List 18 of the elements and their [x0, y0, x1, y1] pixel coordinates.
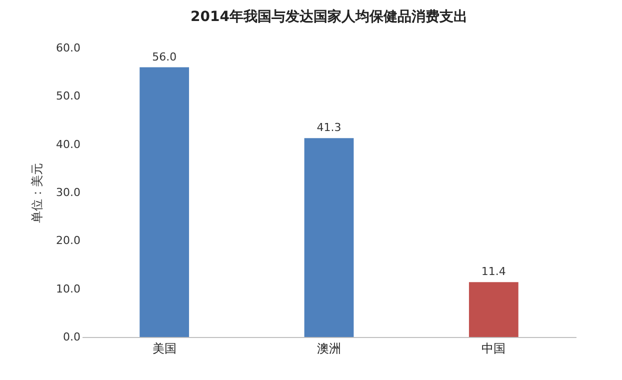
- y-tick-label: 10.0: [56, 282, 80, 296]
- y-tick-label: 30.0: [56, 186, 80, 199]
- bar: [140, 67, 190, 337]
- x-tick-label: 澳洲: [317, 342, 341, 356]
- y-tick-label: 0.0: [63, 330, 80, 344]
- x-tick-label: 美国: [152, 342, 176, 356]
- chart-title: 2014年我国与发达国家人均保健品消费支出: [190, 8, 468, 25]
- y-tick-label: 50.0: [56, 90, 80, 103]
- data-label: 11.4: [481, 265, 506, 278]
- y-tick-label: 60.0: [56, 42, 80, 54]
- data-label: 41.3: [316, 121, 342, 134]
- y-tick-label: 40.0: [56, 138, 80, 151]
- x-tick-label: 中国: [482, 342, 506, 356]
- data-label: 56.0: [152, 50, 177, 64]
- bar: [468, 282, 518, 337]
- y-tick-label: 20.0: [56, 234, 80, 248]
- bar: [304, 138, 354, 337]
- y-axis-title: 单位：美元: [30, 163, 44, 223]
